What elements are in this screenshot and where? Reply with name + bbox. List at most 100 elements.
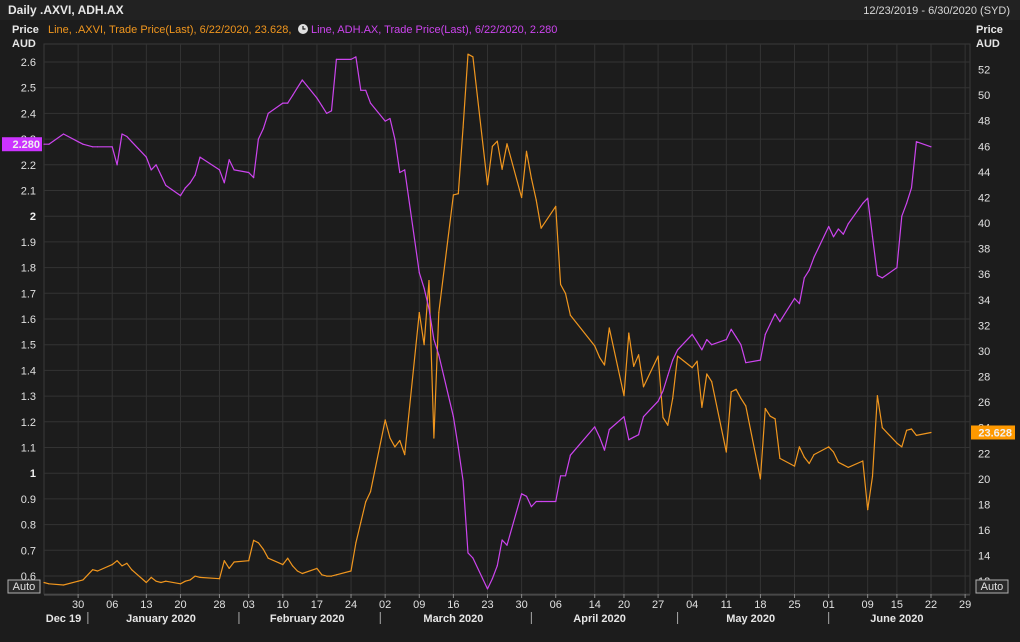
axvi-point	[730, 391, 732, 393]
x-tick-label: 15	[891, 599, 903, 611]
svg-text:23.628: 23.628	[978, 427, 1012, 439]
adh-point	[48, 143, 50, 145]
axvi-point	[530, 177, 533, 179]
axvi-point	[335, 574, 337, 576]
x-tick-label: 28	[213, 599, 225, 611]
axvi-point	[43, 581, 45, 584]
plot-area[interactable]	[43, 43, 971, 595]
adh-point	[915, 141, 918, 143]
axvi-point	[701, 406, 703, 408]
axvi-point	[126, 562, 128, 564]
adh-point	[837, 228, 840, 230]
x-tick-label: 02	[379, 599, 391, 611]
adh-point	[638, 434, 640, 436]
left-tick-label: 0.9	[21, 494, 36, 506]
x-tick-label: 03	[243, 599, 255, 611]
left-value-badge: 2.280	[2, 137, 42, 152]
adh-point	[862, 202, 864, 204]
svg-text:Auto: Auto	[13, 581, 36, 593]
adh-point	[457, 446, 459, 449]
axvi-point	[906, 429, 908, 431]
adh-point	[725, 339, 727, 341]
legend-adh[interactable]: Line, ADH.AX, Trade Price(Last), 6/22/20…	[311, 24, 557, 36]
axvi-point	[628, 332, 630, 334]
adh-point	[296, 87, 298, 89]
adh-point	[369, 102, 372, 104]
axvi-point	[287, 557, 289, 559]
adh-point	[145, 156, 147, 158]
axvi-point	[111, 564, 113, 566]
right-tick-label: 52	[978, 65, 990, 77]
x-tick-label: 29	[959, 599, 971, 611]
right-auto-button[interactable]: Auto	[975, 579, 1009, 594]
adh-point	[555, 500, 557, 503]
axvi-point	[428, 280, 430, 282]
axvi-point	[457, 193, 459, 195]
adh-point	[165, 184, 167, 186]
axvi-point	[842, 464, 844, 466]
axvi-point	[330, 575, 333, 577]
adh-point	[365, 89, 367, 91]
left-tick-label: 2.1	[21, 185, 36, 197]
axvi-point	[82, 579, 84, 581]
x-tick-label: 04	[686, 599, 698, 611]
axvi-point	[677, 355, 679, 357]
right-tick-label: 18	[978, 499, 990, 511]
adh-point	[199, 156, 201, 158]
axvi-point	[116, 560, 118, 562]
adh-point	[394, 138, 396, 140]
month-label: May 2020	[726, 613, 775, 625]
axvi-point	[696, 360, 698, 362]
right-tick-label: 42	[978, 192, 990, 204]
adh-point	[418, 272, 420, 274]
adh-point	[847, 223, 849, 225]
adh-point	[248, 171, 250, 174]
svg-text:Auto: Auto	[981, 581, 1004, 593]
adh-point	[150, 169, 152, 171]
month-label: January 2020	[126, 613, 196, 625]
right-axis-title-unit: AUD	[976, 38, 1000, 50]
adh-point	[564, 475, 567, 477]
axvi-point	[837, 461, 840, 463]
adh-point	[184, 187, 186, 189]
axvi-point	[77, 580, 79, 582]
left-tick-label: 2	[30, 211, 36, 223]
adh-point	[881, 277, 883, 279]
axvi-point	[876, 395, 879, 397]
adh-point	[326, 112, 328, 114]
axvi-point	[326, 575, 328, 577]
axvi-point	[350, 570, 352, 572]
axvi-point	[560, 283, 562, 286]
adh-point	[633, 436, 635, 438]
axvi-point	[48, 583, 50, 585]
adh-point	[672, 359, 674, 361]
axvi-point	[828, 446, 830, 448]
legend-axvi[interactable]: Line, .AXVI, Trade Price(Last), 6/22/202…	[48, 24, 291, 36]
adh-point	[316, 97, 318, 99]
left-axis-title-price: Price	[12, 24, 39, 36]
axvi-point	[569, 314, 572, 316]
axvi-point	[798, 446, 801, 448]
adh-point	[662, 390, 664, 392]
left-tick-label: 1.8	[21, 263, 36, 275]
x-tick-label: 24	[345, 599, 357, 611]
right-tick-label: 38	[978, 244, 990, 256]
svg-text:2.280: 2.280	[12, 139, 40, 151]
axvi-point	[179, 583, 182, 585]
left-auto-button[interactable]: Auto	[7, 579, 41, 594]
axvi-point	[832, 451, 835, 453]
x-tick-label: 01	[823, 599, 835, 611]
left-tick-label: 2.6	[21, 57, 36, 69]
adh-point	[828, 225, 830, 228]
axvi-point	[262, 548, 264, 550]
header-bar	[0, 0, 1020, 20]
adh-point	[530, 506, 533, 508]
month-label: February 2020	[270, 613, 345, 625]
axvi-point	[491, 145, 493, 147]
axvi-point	[871, 475, 874, 477]
adh-point	[642, 416, 645, 418]
axvi-point	[915, 434, 918, 436]
adh-point	[131, 141, 133, 143]
x-tick-label: 11	[721, 599, 732, 611]
